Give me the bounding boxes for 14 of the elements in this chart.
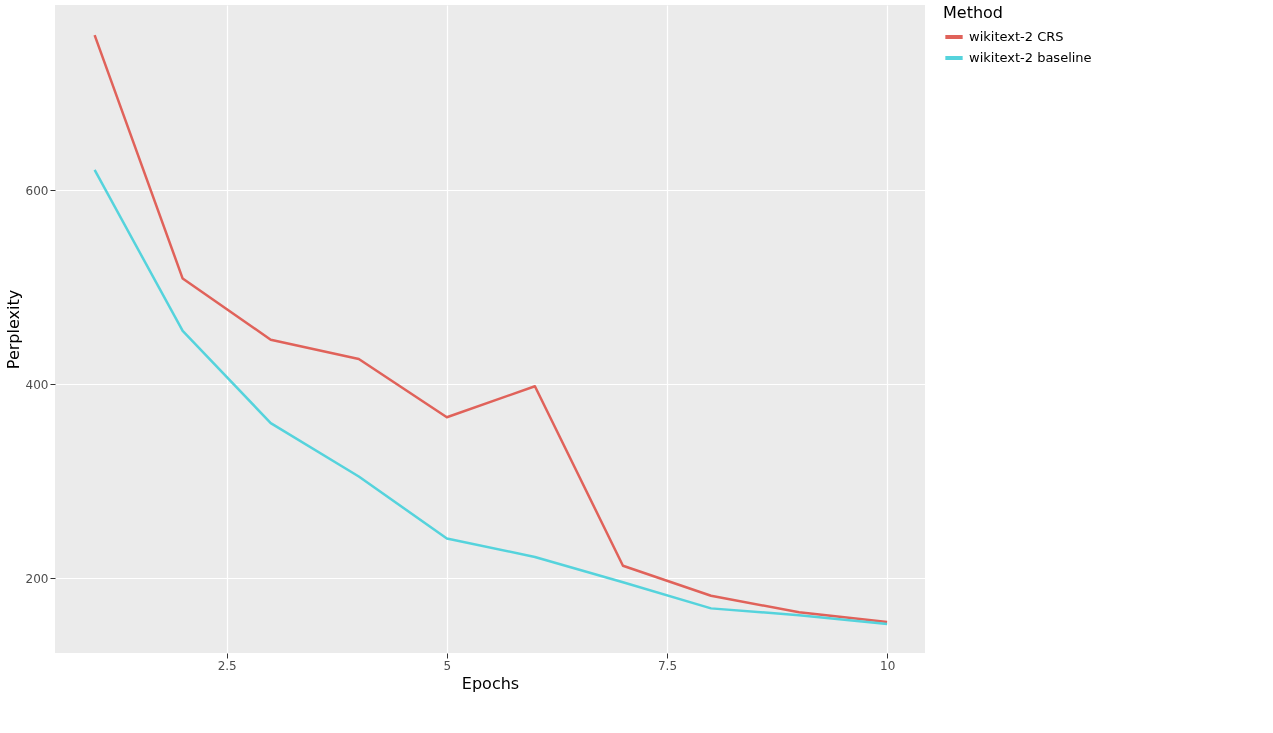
x-tick-label: 10	[879, 658, 896, 673]
y-tick-label: 400	[25, 377, 49, 392]
y-axis-title: Perplexity	[3, 289, 23, 370]
x-tick-label: 2.5	[217, 658, 237, 673]
legend-title: Method	[943, 3, 1004, 22]
y-tick-label: 600	[25, 183, 49, 198]
x-tick-label: 7.5	[657, 658, 678, 673]
x-tick-label: 5	[443, 658, 452, 673]
x-axis-title: Epochs	[461, 673, 520, 693]
line-series	[93, 168, 889, 626]
legend-label: wikitext-2 baseline	[969, 50, 1092, 65]
line-series	[93, 33, 889, 624]
legend-label: wikitext-2 CRS	[969, 29, 1064, 44]
y-tick-label: 200	[25, 571, 49, 586]
